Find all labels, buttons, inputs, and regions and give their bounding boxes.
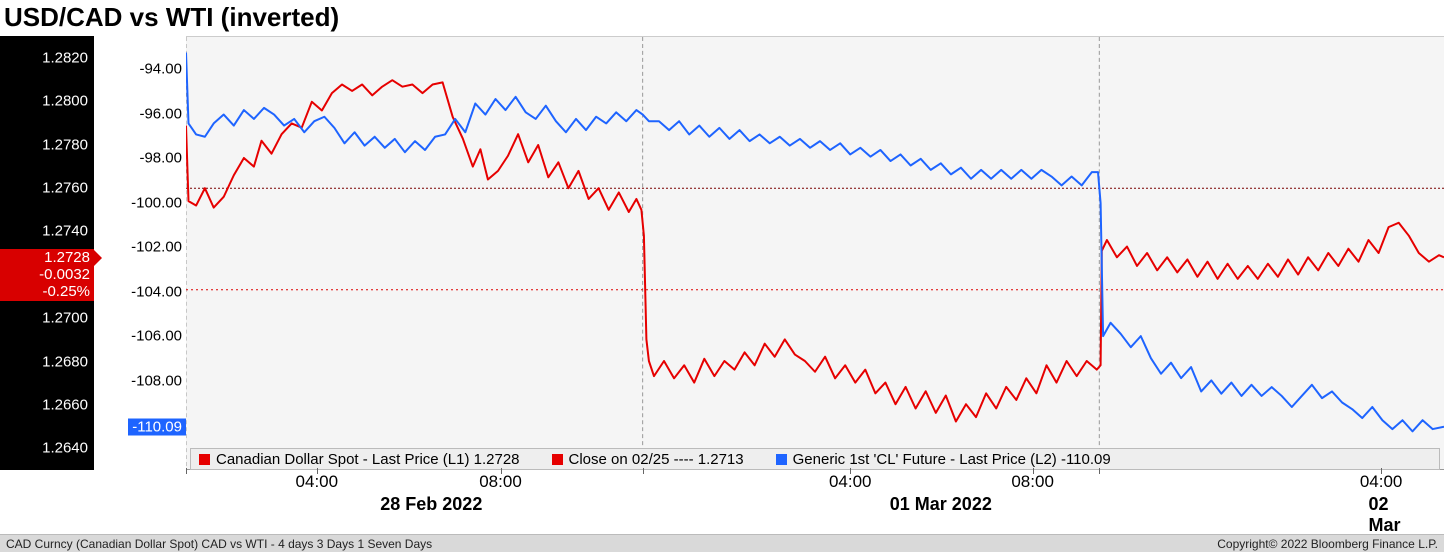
footer-left: CAD Curncy (Canadian Dollar Spot) CAD vs… — [6, 537, 432, 551]
left-y-axis: 1.28201.28001.27801.27601.27401.27201.27… — [0, 36, 94, 470]
legend-swatch — [552, 454, 563, 465]
left-axis-badge: 1.2728 — [0, 249, 94, 267]
legend-item: Close on 02/25 ---- 1.2713 — [552, 451, 744, 468]
left-axis-badge: -0.0032 — [0, 266, 94, 284]
left-axis-tick: 1.2820 — [42, 49, 88, 66]
right-axis-tick: -102.00 — [131, 239, 182, 256]
x-time-tick: 08:00 — [1011, 472, 1054, 492]
right-axis-tick: -94.00 — [139, 61, 182, 78]
legend-swatch — [199, 454, 210, 465]
right-axis-tick: -106.00 — [131, 328, 182, 345]
left-axis-tick: 1.2700 — [42, 310, 88, 327]
footer-right: Copyright© 2022 Bloomberg Finance L.P. — [1217, 537, 1438, 551]
left-axis-tick: 1.2740 — [42, 223, 88, 240]
right-axis-tick: -108.00 — [131, 372, 182, 389]
left-axis-tick: 1.2660 — [42, 396, 88, 413]
left-axis-tick: 1.2680 — [42, 353, 88, 370]
footer-bar: CAD Curncy (Canadian Dollar Spot) CAD vs… — [0, 534, 1444, 552]
plot-area — [186, 36, 1444, 470]
legend: Canadian Dollar Spot - Last Price (L1) 1… — [190, 448, 1440, 470]
chart-title: USD/CAD vs WTI (inverted) — [4, 2, 339, 33]
legend-label: Canadian Dollar Spot - Last Price (L1) 1… — [216, 451, 520, 468]
right-axis-tick: -104.00 — [131, 283, 182, 300]
left-axis-tick: 1.2760 — [42, 179, 88, 196]
legend-label: Close on 02/25 ---- 1.2713 — [569, 451, 744, 468]
x-date-tick: 28 Feb 2022 — [380, 494, 482, 515]
left-axis-tick: 1.2780 — [42, 136, 88, 153]
legend-item: Generic 1st 'CL' Future - Last Price (L2… — [776, 451, 1111, 468]
right-y-axis: -94.00 -96.00 -98.00 -100.00 -102.00 -104.00 -… — [94, 36, 186, 470]
legend-label: Generic 1st 'CL' Future - Last Price (L2… — [793, 451, 1111, 468]
chart-area: 1.28201.28001.27801.27601.27401.27201.27… — [0, 36, 1444, 536]
left-axis-tick: 1.2800 — [42, 93, 88, 110]
x-time-tick: 04:00 — [296, 472, 339, 492]
x-time-tick: 04:00 — [1360, 472, 1403, 492]
x-date-tick: 01 Mar 2022 — [890, 494, 992, 515]
series-canadian-dollar-spot — [186, 80, 1444, 421]
right-axis-tick: -100.00 — [131, 194, 182, 211]
legend-swatch — [776, 454, 787, 465]
right-axis-tick: -96.00 — [139, 105, 182, 122]
legend-item: Canadian Dollar Spot - Last Price (L1) 1… — [199, 451, 520, 468]
x-time-tick: 08:00 — [479, 472, 522, 492]
left-axis-tick: 1.2640 — [42, 440, 88, 457]
left-axis-badge: -0.25% — [0, 283, 94, 301]
right-axis-tick: -98.00 — [139, 150, 182, 167]
right-axis-badge: -110.09 — [128, 419, 186, 436]
x-time-tick: 04:00 — [829, 472, 872, 492]
series-generic-1st-cl-future — [186, 53, 1444, 432]
x-axis: 04:00 08:00 04:00 08:00 04:00 28 Feb 2022 01 M… — [186, 472, 1444, 516]
